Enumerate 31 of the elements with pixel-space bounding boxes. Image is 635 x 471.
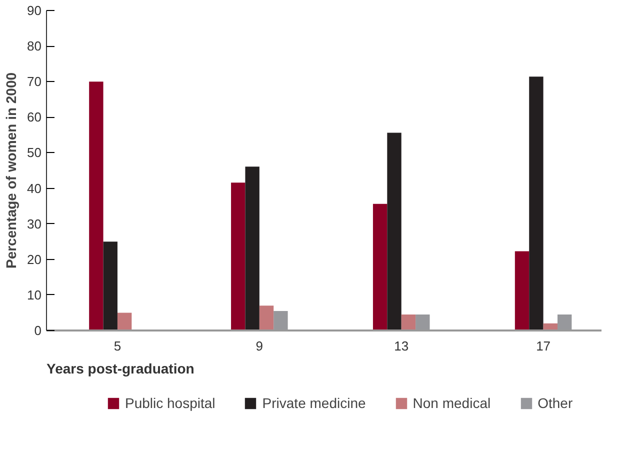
bar	[514, 251, 530, 330]
bar	[372, 204, 388, 330]
legend-label: Other	[538, 395, 573, 411]
x-tick-label: 5	[114, 338, 122, 354]
legend-label: Public hospital	[125, 395, 216, 411]
x-tick-label: 17	[536, 338, 551, 354]
bar	[117, 312, 132, 330]
y-tick-label: 10	[27, 287, 42, 302]
legend-label: Private medicine	[262, 395, 366, 411]
bar	[245, 166, 260, 330]
y-tick-label: 20	[27, 252, 42, 267]
y-tick-label: 70	[27, 74, 42, 90]
x-axis-title: Years post-graduation	[46, 360, 194, 376]
bar	[529, 76, 544, 330]
y-tick-label: 80	[27, 38, 42, 54]
y-tick-label: 60	[27, 110, 42, 125]
legend-label: Non medical	[412, 395, 491, 411]
x-tick-label: 9	[256, 338, 264, 354]
bar	[401, 314, 416, 330]
bar	[103, 242, 118, 330]
bar	[259, 306, 274, 330]
bar	[387, 132, 402, 330]
y-axis-title: Percentage of women in 2000	[3, 72, 20, 269]
y-tick-label: 90	[27, 3, 42, 18]
x-tick-label: 13	[394, 338, 409, 354]
bar	[231, 182, 246, 330]
y-tick-label: 0	[34, 323, 42, 338]
y-tick-label: 30	[27, 216, 42, 232]
bar	[89, 82, 104, 330]
y-tick-label: 50	[27, 145, 42, 160]
y-tick-label: 40	[27, 180, 42, 196]
